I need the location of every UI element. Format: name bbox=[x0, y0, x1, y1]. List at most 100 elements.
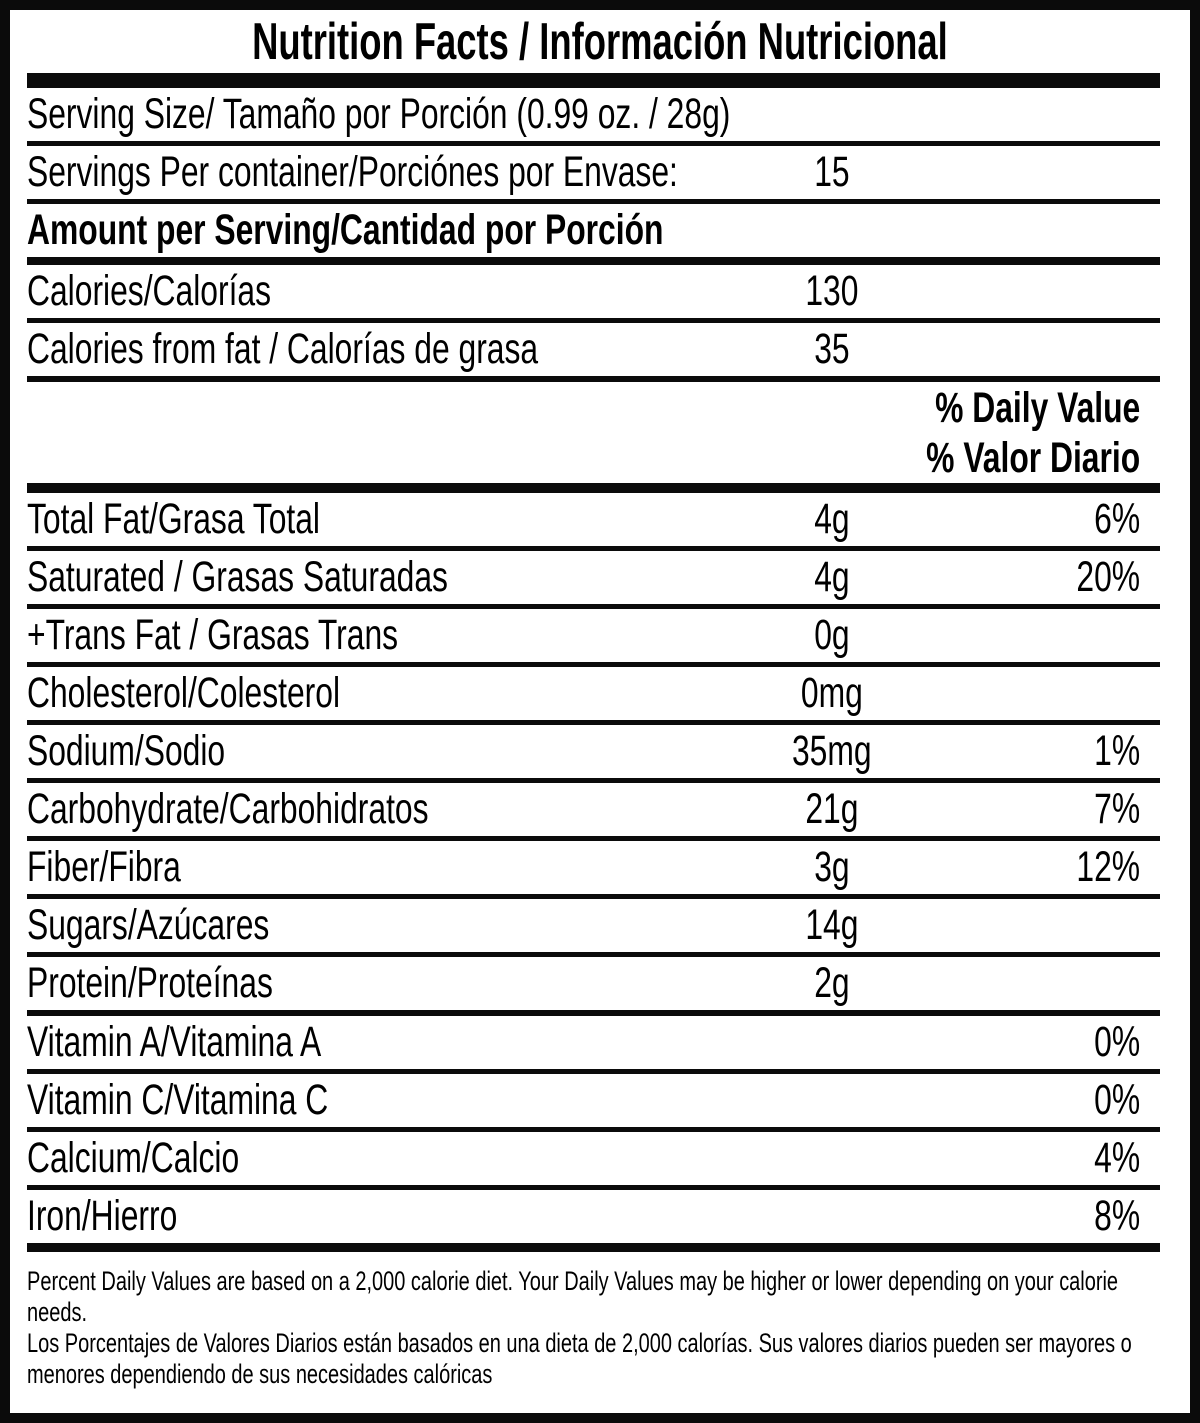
nutrient-amount-cell: 0mg bbox=[707, 669, 957, 718]
label-title-row: Nutrition Facts / Información Nutriciona… bbox=[10, 10, 1190, 73]
nutrient-label-cell: Carbohydrate/Carbohidratos bbox=[27, 785, 707, 834]
servings-per-container-value: 15 bbox=[814, 148, 850, 196]
nutrient-dv: 0% bbox=[1094, 1076, 1140, 1124]
nutrient-row-sugars: Sugars/Azúcares 14g bbox=[27, 899, 1160, 957]
nutrient-dv-cell: 8% bbox=[957, 1192, 1160, 1241]
calories-label-cell: Calories/Calorías bbox=[27, 267, 707, 316]
nutrient-dv: 8% bbox=[1094, 1192, 1140, 1240]
calories-from-fat-value: 35 bbox=[814, 325, 850, 373]
nutrient-row-iron: Iron/Hierro 8% bbox=[27, 1190, 1160, 1252]
nutrient-amount-cell: 14g bbox=[707, 901, 957, 950]
nutrient-amount: 4g bbox=[814, 553, 850, 601]
nutrient-label: Vitamin A/Vitamina A bbox=[27, 1018, 322, 1066]
nutrient-row-carbohydrate: Carbohydrate/Carbohidratos 21g 7% bbox=[27, 783, 1160, 841]
nutrient-label-cell: Protein/Proteínas bbox=[27, 959, 707, 1008]
servings-per-container-label: Servings Per container/Porciónes por Env… bbox=[27, 148, 678, 196]
nutrient-row-sodium: Sodium/Sodio 35mg 1% bbox=[27, 725, 1160, 783]
amount-per-serving-heading-row: Amount per Serving/Cantidad por Porción bbox=[27, 204, 1160, 265]
nutrient-label-cell: Saturated / Grasas Saturadas bbox=[27, 553, 707, 602]
label-rows: Serving Size/ Tamaño por Porción (0.99 o… bbox=[27, 88, 1160, 1252]
serving-size-label-cell: Serving Size/ Tamaño por Porción (0.99 o… bbox=[27, 90, 1160, 139]
nutrient-label: Cholesterol/Colesterol bbox=[27, 669, 341, 717]
daily-value-heading-en-row: % Daily Value bbox=[27, 382, 1160, 434]
nutrient-dv: 20% bbox=[1076, 553, 1140, 601]
nutrient-dv: 0% bbox=[1094, 1018, 1140, 1066]
calories-row: Calories/Calorías 130 bbox=[27, 265, 1160, 323]
nutrient-amount-cell: 2g bbox=[707, 959, 957, 1008]
nutrient-label-cell: Iron/Hierro bbox=[27, 1192, 707, 1241]
nutrient-dv-cell bbox=[957, 611, 1160, 660]
nutrient-label: Saturated / Grasas Saturadas bbox=[27, 553, 448, 601]
nutrient-label: +Trans Fat / Grasas Trans bbox=[27, 611, 399, 659]
servings-per-container-row: Servings Per container/Porciónes por Env… bbox=[27, 146, 1160, 204]
title-divider-bar bbox=[27, 73, 1160, 88]
nutrient-dv: 6% bbox=[1094, 495, 1140, 543]
footnote-english: Percent Daily Values are based on a 2,00… bbox=[27, 1266, 1119, 1327]
label-title: Nutrition Facts / Información Nutriciona… bbox=[252, 12, 948, 71]
nutrient-amount: 0g bbox=[814, 611, 850, 659]
nutrient-row-trans-fat: +Trans Fat / Grasas Trans 0g bbox=[27, 609, 1160, 667]
nutrient-row-saturated-fat: Saturated / Grasas Saturadas 4g 20% bbox=[27, 551, 1160, 609]
nutrient-dv-cell bbox=[957, 901, 1160, 950]
nutrient-amount: 21g bbox=[805, 785, 859, 833]
nutrient-dv-cell: 20% bbox=[957, 553, 1160, 602]
nutrient-label: Iron/Hierro bbox=[27, 1192, 178, 1240]
nutrient-amount-cell: 21g bbox=[707, 785, 957, 834]
nutrient-amount-cell: 35mg bbox=[707, 727, 957, 776]
nutrient-dv-cell: 0% bbox=[957, 1018, 1160, 1067]
daily-value-heading-es-row: % Valor Diario bbox=[27, 434, 1160, 493]
nutrient-amount-cell: 0g bbox=[707, 611, 957, 660]
nutrient-dv-cell: 1% bbox=[957, 727, 1160, 776]
calories-from-fat-row: Calories from fat / Calorías de grasa 35 bbox=[27, 323, 1160, 382]
nutrient-label-cell: Fiber/Fibra bbox=[27, 843, 707, 892]
nutrient-label-cell: Cholesterol/Colesterol bbox=[27, 669, 707, 718]
nutrient-row-fiber: Fiber/Fibra 3g 12% bbox=[27, 841, 1160, 899]
nutrient-row-vitamin-c: Vitamin C/Vitamina C 0% bbox=[27, 1074, 1160, 1132]
nutrient-amount: 2g bbox=[814, 959, 850, 1007]
nutrient-label-cell: Sodium/Sodio bbox=[27, 727, 707, 776]
nutrient-label-cell: Calcium/Calcio bbox=[27, 1134, 707, 1183]
nutrient-row-vitamin-a: Vitamin A/Vitamina A 0% bbox=[27, 1016, 1160, 1074]
calories-from-fat-label-cell: Calories from fat / Calorías de grasa bbox=[27, 325, 707, 374]
calories-from-fat-label: Calories from fat / Calorías de grasa bbox=[27, 325, 539, 373]
nutrient-label: Vitamin C/Vitamina C bbox=[27, 1076, 329, 1124]
nutrient-dv-cell: 12% bbox=[957, 843, 1160, 892]
nutrient-amount-cell: 4g bbox=[707, 495, 957, 544]
nutrient-dv-cell: 0% bbox=[957, 1076, 1160, 1125]
nutrient-dv-cell bbox=[957, 959, 1160, 1008]
nutrient-row-cholesterol: Cholesterol/Colesterol 0mg bbox=[27, 667, 1160, 725]
nutrient-label: Total Fat/Grasa Total bbox=[27, 495, 321, 543]
nutrient-dv: 4% bbox=[1094, 1134, 1140, 1182]
nutrient-amount: 14g bbox=[805, 901, 859, 949]
daily-value-heading-es: % Valor Diario bbox=[926, 434, 1140, 482]
nutrient-amount-cell: 4g bbox=[707, 553, 957, 602]
nutrient-label-cell: Sugars/Azúcares bbox=[27, 901, 707, 950]
nutrient-label: Protein/Proteínas bbox=[27, 959, 273, 1007]
nutrient-amount: 35mg bbox=[792, 727, 872, 775]
nutrient-dv-cell: 6% bbox=[957, 495, 1160, 544]
serving-size-row: Serving Size/ Tamaño por Porción (0.99 o… bbox=[27, 88, 1160, 146]
footnote-spanish: Los Porcentajes de Valores Diarios están… bbox=[27, 1328, 1132, 1389]
calories-value: 130 bbox=[805, 267, 859, 315]
daily-value-heading-en: % Daily Value bbox=[934, 383, 1140, 432]
nutrient-row-total-fat: Total Fat/Grasa Total 4g 6% bbox=[27, 493, 1160, 551]
calories-label: Calories/Calorías bbox=[27, 267, 272, 315]
nutrient-label-cell: Vitamin C/Vitamina C bbox=[27, 1076, 707, 1125]
nutrient-amount: 3g bbox=[814, 843, 850, 891]
nutrient-label: Fiber/Fibra bbox=[27, 843, 181, 891]
nutrient-dv-cell bbox=[957, 669, 1160, 718]
nutrient-dv-cell: 7% bbox=[957, 785, 1160, 834]
nutrient-dv: 12% bbox=[1076, 843, 1140, 891]
nutrient-label-cell: Vitamin A/Vitamina A bbox=[27, 1018, 707, 1067]
nutrient-label: Calcium/Calcio bbox=[27, 1134, 240, 1182]
nutrient-dv: 1% bbox=[1094, 727, 1140, 775]
nutrient-label: Sodium/Sodio bbox=[27, 727, 226, 775]
nutrient-row-calcium: Calcium/Calcio 4% bbox=[27, 1132, 1160, 1190]
nutrient-label: Carbohydrate/Carbohidratos bbox=[27, 785, 429, 833]
amount-per-serving-heading: Amount per Serving/Cantidad por Porción bbox=[27, 206, 664, 254]
nutrient-row-protein: Protein/Proteínas 2g bbox=[27, 957, 1160, 1016]
serving-size-label: Serving Size/ Tamaño por Porción (0.99 o… bbox=[27, 90, 731, 138]
calories-value-cell: 130 bbox=[707, 267, 957, 316]
servings-per-container-value-cell: 15 bbox=[707, 148, 957, 197]
